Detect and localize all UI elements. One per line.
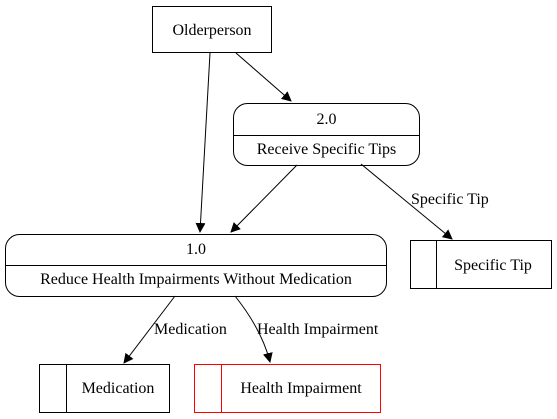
store-specific-tip-label: Specific Tip <box>454 257 532 274</box>
process-1-0-id: 1.0 <box>186 241 206 258</box>
store-medication[interactable]: Medication <box>39 364 170 413</box>
flow-olderperson-to-1-0 <box>195 52 211 233</box>
process-1-0-label: Reduce Health Impairments Without Medica… <box>40 271 352 288</box>
flow-2-0-to-specific-tip: Specific Tip <box>360 163 489 240</box>
store-specific-tip[interactable]: Specific Tip <box>410 240 552 289</box>
flow-2-0-to-1-0 <box>230 164 298 233</box>
flow-label-medication: Medication <box>154 321 227 338</box>
flow-label-health-impairment: Health Impairment <box>257 321 379 338</box>
store-health-impairment-label: Health Impairment <box>240 380 362 397</box>
process-2-0[interactable]: 2.0 Receive Specific Tips <box>233 103 420 166</box>
process-2-0-label: Receive Specific Tips <box>257 141 397 158</box>
process-2-0-id: 2.0 <box>317 111 337 128</box>
flow-olderperson-to-2-0 <box>235 52 292 102</box>
flow-1-0-to-medication: Medication <box>123 295 227 364</box>
store-medication-label: Medication <box>82 380 155 397</box>
store-specific-tip-box <box>410 240 552 289</box>
process-1-0[interactable]: 1.0 Reduce Health Impairments Without Me… <box>5 234 387 297</box>
flow-1-0-to-health-impairment: Health Impairment <box>234 295 379 363</box>
flow-label-specific-tip: Specific Tip <box>411 191 489 208</box>
store-health-impairment[interactable]: Health Impairment <box>194 364 381 413</box>
entity-olderperson-label: Olderperson <box>172 22 251 39</box>
entity-olderperson[interactable]: Olderperson <box>152 6 272 53</box>
